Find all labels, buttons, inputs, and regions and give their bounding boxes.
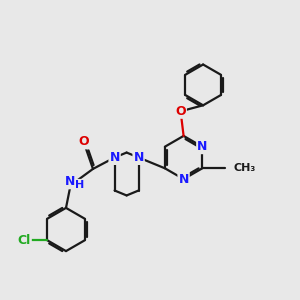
Text: N: N: [134, 151, 144, 164]
Text: CH₃: CH₃: [234, 163, 256, 173]
Text: N: N: [65, 175, 76, 188]
Text: N: N: [178, 172, 189, 186]
Text: N: N: [110, 151, 120, 164]
Text: H: H: [76, 180, 85, 190]
Text: N: N: [197, 140, 208, 153]
Text: Cl: Cl: [18, 234, 31, 247]
Text: O: O: [79, 135, 89, 148]
Text: O: O: [175, 105, 186, 118]
